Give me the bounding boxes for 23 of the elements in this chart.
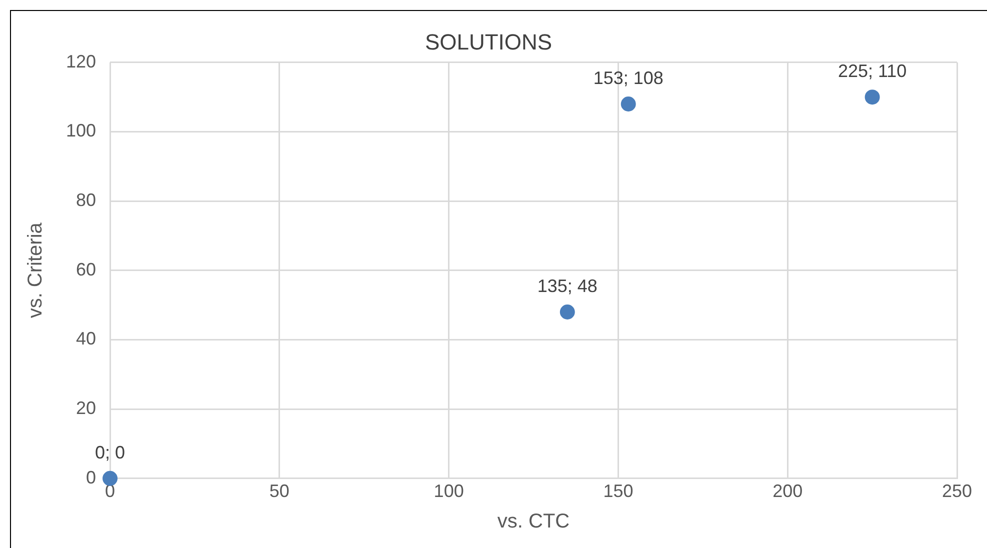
x-tick-label: 200 — [772, 481, 803, 502]
x-tick-label: 250 — [942, 481, 972, 502]
point — [560, 304, 575, 320]
data-label: 0; 0 — [95, 442, 126, 462]
data-label: 225; 110 — [838, 61, 907, 82]
y-axis-title: vs. Criteria — [24, 222, 47, 318]
chart-title: SOLUTIONS — [424, 29, 552, 54]
y-tick-label: 80 — [76, 190, 96, 210]
data-label: 135; 48 — [537, 276, 598, 296]
data-label: 153; 108 — [593, 68, 664, 88]
x-tick-label: 50 — [269, 481, 290, 502]
y-tick-label: 20 — [76, 398, 96, 418]
point — [620, 96, 636, 112]
x-tick-label: 150 — [603, 481, 634, 502]
x-tick-label: 100 — [434, 481, 464, 502]
y-tick-label: 0 — [86, 467, 96, 488]
point — [102, 470, 118, 486]
x-axis-title: vs. CTC — [497, 510, 570, 533]
point — [864, 90, 880, 105]
y-tick-label: 120 — [66, 51, 96, 72]
y-tick-label: 100 — [66, 120, 96, 141]
y-tick-label: 60 — [76, 259, 96, 280]
y-tick-label: 40 — [76, 328, 96, 349]
